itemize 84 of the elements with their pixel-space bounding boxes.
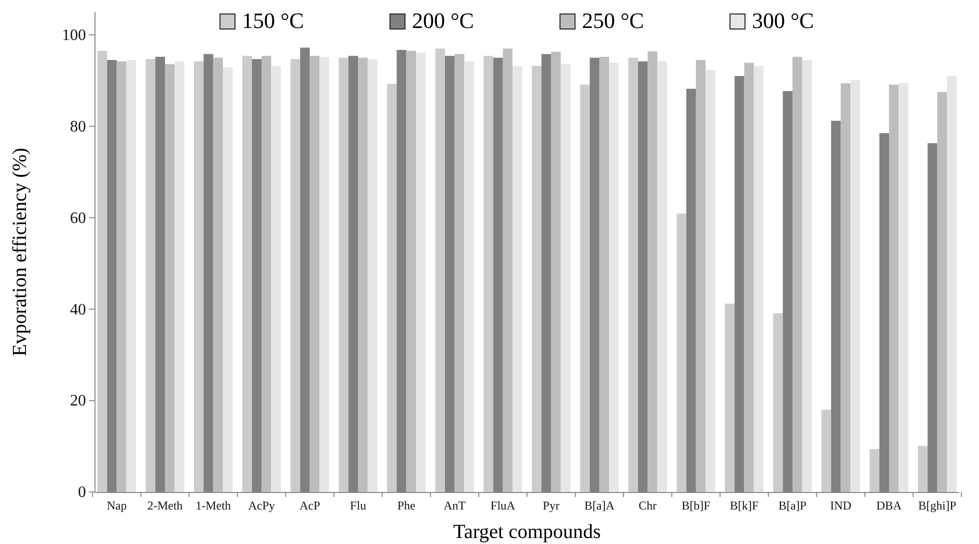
bar [290, 59, 300, 492]
legend-label: 300 °C [752, 8, 814, 33]
bar [416, 52, 426, 492]
bar [744, 62, 754, 492]
bar [840, 83, 850, 492]
y-tick-label: 40 [70, 301, 86, 318]
bar [368, 59, 378, 492]
bar [406, 50, 416, 492]
bar [97, 50, 108, 492]
legend-label: 200 °C [412, 8, 474, 33]
bar [560, 64, 570, 492]
bar [918, 446, 928, 492]
x-tick-label: DBA [876, 498, 902, 512]
x-tick-label: 2-Meth [147, 498, 183, 512]
bar [821, 410, 832, 492]
x-tick-label: B[k]F [730, 498, 759, 512]
bar [146, 59, 156, 492]
bar [262, 56, 272, 492]
bar [870, 449, 880, 492]
bar [242, 56, 252, 492]
bar [338, 58, 348, 492]
bar [319, 57, 330, 492]
bar [310, 56, 320, 492]
x-tick-label: FluA [490, 498, 516, 512]
bar [435, 48, 445, 492]
bar [850, 80, 860, 492]
x-tick-label: B[ghi]P [918, 498, 957, 512]
x-tick-label: AcP [299, 498, 320, 512]
bar [387, 84, 397, 492]
bar [484, 56, 494, 492]
y-tick-label: 20 [70, 392, 86, 410]
x-tick-label: AnT [444, 498, 466, 512]
bar [676, 214, 686, 492]
bar [599, 56, 610, 492]
y-tick-label: 100 [62, 26, 86, 44]
bar [937, 92, 947, 492]
bar [792, 56, 802, 492]
bar [724, 304, 735, 492]
bar [898, 82, 908, 492]
x-tick-label: 1-Meth [196, 498, 231, 512]
legend-label: 250 °C [582, 8, 644, 33]
bar [946, 76, 957, 492]
bar [551, 52, 561, 492]
x-tick-label: B[b]F [682, 498, 711, 512]
y-tick-label: 0 [78, 484, 86, 502]
y-tick-label: 80 [70, 118, 86, 136]
y-tick-label: 60 [70, 210, 86, 227]
bar [532, 66, 542, 492]
bar [648, 51, 658, 492]
bar [657, 61, 667, 492]
bar [802, 60, 812, 492]
x-tick-label: Pyr [542, 498, 560, 512]
bar [222, 67, 233, 492]
bar [754, 66, 764, 492]
y-axis-title: Evporation efficiency (%) [9, 148, 31, 356]
x-tick-label: Chr [638, 498, 657, 512]
bar [609, 62, 619, 492]
x-axis-title: Target compounds [453, 521, 602, 543]
legend-label: 150 °C [242, 8, 304, 33]
bar [358, 58, 368, 492]
bar [164, 64, 175, 492]
x-tick-label: Flu [350, 498, 366, 512]
bar [174, 61, 184, 492]
bar [580, 84, 590, 492]
x-tick-label: Phe [397, 498, 416, 512]
x-tick-label: B[a]A [584, 498, 615, 512]
bar [194, 61, 204, 492]
x-tick-label: Nap [106, 498, 127, 512]
x-tick-label: B[a]P [778, 498, 807, 512]
bar [126, 60, 136, 492]
bar [512, 66, 522, 492]
bar [696, 60, 706, 492]
x-tick-label: AcPy [248, 498, 275, 512]
bar [706, 70, 716, 492]
bar [502, 48, 513, 492]
bar [271, 66, 281, 492]
bar [628, 58, 638, 492]
bar [213, 58, 223, 492]
bar [464, 61, 474, 492]
bar [116, 61, 126, 492]
x-tick-label: IND [830, 498, 852, 512]
bar [773, 313, 783, 492]
bar [454, 54, 464, 492]
bar [889, 84, 899, 492]
